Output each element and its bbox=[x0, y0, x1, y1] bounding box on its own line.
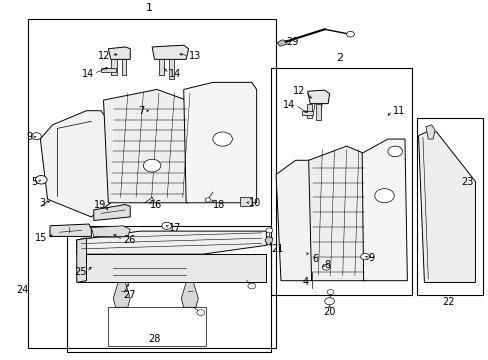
Text: 27: 27 bbox=[122, 290, 135, 300]
Polygon shape bbox=[181, 283, 198, 307]
Text: 23: 23 bbox=[460, 176, 472, 186]
Circle shape bbox=[265, 228, 272, 233]
Circle shape bbox=[374, 189, 393, 203]
Text: 7: 7 bbox=[138, 106, 144, 116]
Polygon shape bbox=[239, 198, 251, 206]
Polygon shape bbox=[40, 111, 111, 217]
Polygon shape bbox=[113, 283, 130, 307]
Text: 10: 10 bbox=[249, 198, 261, 208]
Polygon shape bbox=[169, 59, 174, 79]
Text: 13: 13 bbox=[188, 51, 201, 61]
Polygon shape bbox=[108, 47, 130, 59]
Polygon shape bbox=[77, 238, 86, 283]
Polygon shape bbox=[306, 104, 311, 118]
Circle shape bbox=[387, 146, 402, 157]
Polygon shape bbox=[276, 160, 312, 281]
Circle shape bbox=[197, 310, 204, 315]
Polygon shape bbox=[362, 139, 407, 281]
Polygon shape bbox=[183, 82, 256, 203]
Circle shape bbox=[35, 176, 47, 184]
Text: 24: 24 bbox=[16, 284, 28, 294]
Text: 11: 11 bbox=[392, 106, 404, 116]
Polygon shape bbox=[103, 89, 188, 203]
Text: 14: 14 bbox=[283, 100, 295, 111]
Polygon shape bbox=[159, 59, 164, 75]
Polygon shape bbox=[307, 90, 329, 104]
Text: 2: 2 bbox=[335, 53, 342, 63]
Polygon shape bbox=[425, 125, 434, 139]
Circle shape bbox=[143, 159, 161, 172]
Text: 1: 1 bbox=[146, 3, 153, 13]
Text: 9: 9 bbox=[27, 132, 33, 142]
Polygon shape bbox=[91, 226, 130, 237]
Circle shape bbox=[247, 283, 255, 289]
Text: 22: 22 bbox=[442, 297, 454, 307]
Text: 3: 3 bbox=[39, 198, 45, 208]
Polygon shape bbox=[264, 237, 272, 245]
Text: 6: 6 bbox=[311, 254, 317, 264]
Text: 4: 4 bbox=[302, 277, 308, 287]
Polygon shape bbox=[77, 231, 266, 254]
Bar bbox=[416, 118, 482, 295]
Circle shape bbox=[212, 132, 232, 146]
Bar bbox=[108, 307, 205, 346]
Text: 16: 16 bbox=[149, 199, 162, 210]
Polygon shape bbox=[50, 224, 91, 237]
Text: 15: 15 bbox=[35, 233, 47, 243]
Circle shape bbox=[326, 289, 333, 294]
Circle shape bbox=[204, 198, 210, 202]
Text: 8: 8 bbox=[324, 260, 330, 270]
Polygon shape bbox=[111, 59, 117, 75]
Text: 21: 21 bbox=[271, 244, 283, 254]
Polygon shape bbox=[308, 146, 365, 281]
Text: 14: 14 bbox=[169, 68, 181, 78]
Bar bbox=[28, 19, 276, 348]
Circle shape bbox=[324, 298, 334, 305]
Bar bbox=[67, 226, 271, 351]
Polygon shape bbox=[277, 40, 287, 46]
Polygon shape bbox=[418, 132, 474, 283]
Circle shape bbox=[31, 133, 41, 140]
Text: 29: 29 bbox=[285, 37, 298, 47]
Circle shape bbox=[346, 31, 354, 37]
Text: 9: 9 bbox=[368, 253, 374, 263]
Polygon shape bbox=[301, 111, 312, 115]
Text: 25: 25 bbox=[74, 267, 86, 277]
Polygon shape bbox=[101, 68, 116, 72]
Polygon shape bbox=[152, 45, 188, 59]
Circle shape bbox=[162, 222, 171, 229]
Text: 14: 14 bbox=[81, 68, 94, 78]
Text: 17: 17 bbox=[169, 222, 181, 233]
Text: 26: 26 bbox=[122, 235, 135, 245]
Polygon shape bbox=[122, 59, 125, 75]
Circle shape bbox=[322, 264, 329, 270]
Text: 20: 20 bbox=[323, 307, 335, 317]
Polygon shape bbox=[316, 104, 320, 120]
Polygon shape bbox=[94, 204, 130, 220]
Text: 5: 5 bbox=[32, 176, 38, 186]
Polygon shape bbox=[77, 254, 266, 283]
Circle shape bbox=[360, 253, 369, 260]
Bar bbox=[271, 68, 411, 295]
Text: 19: 19 bbox=[94, 199, 106, 210]
Text: 12: 12 bbox=[98, 51, 111, 61]
Text: 12: 12 bbox=[292, 86, 305, 96]
Text: 28: 28 bbox=[148, 334, 161, 345]
Text: 18: 18 bbox=[212, 199, 224, 210]
